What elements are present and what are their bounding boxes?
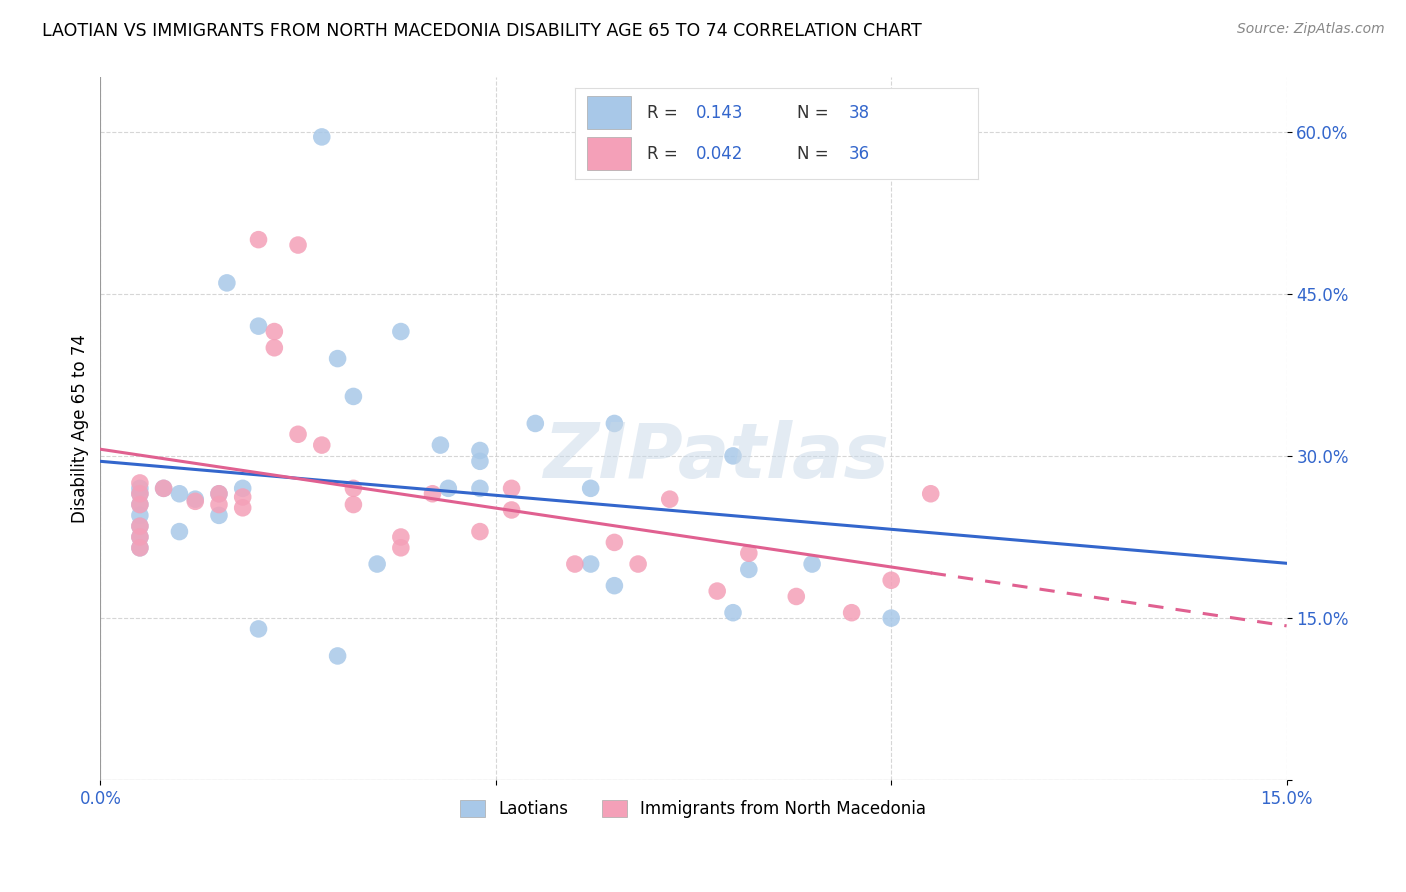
Point	[128, 530, 150, 544]
Point	[627, 557, 650, 571]
Point	[128, 487, 150, 501]
Y-axis label: Disability Age 65 to 74: Disability Age 65 to 74	[72, 334, 89, 524]
Point	[422, 487, 444, 501]
Point	[437, 481, 460, 495]
Point	[658, 492, 681, 507]
Point	[128, 541, 150, 555]
Point	[263, 341, 285, 355]
Point	[184, 494, 207, 508]
Point	[287, 238, 309, 252]
Point	[287, 427, 309, 442]
Point	[706, 584, 728, 599]
Point	[801, 557, 824, 571]
Point	[920, 487, 942, 501]
Point	[342, 498, 364, 512]
Point	[169, 524, 191, 539]
Point	[603, 535, 626, 549]
Point	[603, 417, 626, 431]
Point	[841, 606, 863, 620]
Point	[579, 481, 602, 495]
Point	[247, 233, 270, 247]
Point	[524, 417, 547, 431]
Point	[738, 546, 761, 560]
Point	[721, 449, 744, 463]
Point	[468, 524, 491, 539]
Point	[247, 319, 270, 334]
Point	[389, 530, 412, 544]
Point	[311, 129, 333, 144]
Point	[128, 475, 150, 490]
Point	[342, 481, 364, 495]
Point	[468, 454, 491, 468]
Point	[738, 562, 761, 576]
Point	[342, 389, 364, 403]
Point	[880, 611, 903, 625]
Point	[128, 498, 150, 512]
Point	[785, 590, 807, 604]
Point	[247, 622, 270, 636]
Point	[263, 325, 285, 339]
Point	[579, 557, 602, 571]
Point	[326, 351, 349, 366]
Point	[152, 481, 174, 495]
Text: LAOTIAN VS IMMIGRANTS FROM NORTH MACEDONIA DISABILITY AGE 65 TO 74 CORRELATION C: LAOTIAN VS IMMIGRANTS FROM NORTH MACEDON…	[42, 22, 922, 40]
Point	[389, 541, 412, 555]
Point	[184, 492, 207, 507]
Point	[366, 557, 388, 571]
Point	[208, 498, 231, 512]
Point	[501, 503, 523, 517]
Point	[429, 438, 451, 452]
Point	[501, 481, 523, 495]
Legend: Laotians, Immigrants from North Macedonia: Laotians, Immigrants from North Macedoni…	[454, 793, 934, 825]
Point	[152, 481, 174, 495]
Point	[128, 519, 150, 533]
Point	[564, 557, 586, 571]
Point	[311, 438, 333, 452]
Text: ZIPatlas: ZIPatlas	[544, 420, 890, 494]
Point	[232, 500, 254, 515]
Point	[169, 487, 191, 501]
Point	[389, 325, 412, 339]
Point	[721, 606, 744, 620]
Point	[468, 443, 491, 458]
Point	[232, 490, 254, 504]
Point	[880, 574, 903, 588]
Point	[215, 276, 238, 290]
Point	[128, 498, 150, 512]
Point	[128, 481, 150, 495]
Point	[128, 530, 150, 544]
Point	[208, 508, 231, 523]
Point	[208, 487, 231, 501]
Point	[128, 519, 150, 533]
Point	[128, 508, 150, 523]
Point	[128, 541, 150, 555]
Text: Source: ZipAtlas.com: Source: ZipAtlas.com	[1237, 22, 1385, 37]
Point	[326, 648, 349, 663]
Point	[128, 487, 150, 501]
Point	[208, 487, 231, 501]
Point	[603, 579, 626, 593]
Point	[232, 481, 254, 495]
Point	[468, 481, 491, 495]
